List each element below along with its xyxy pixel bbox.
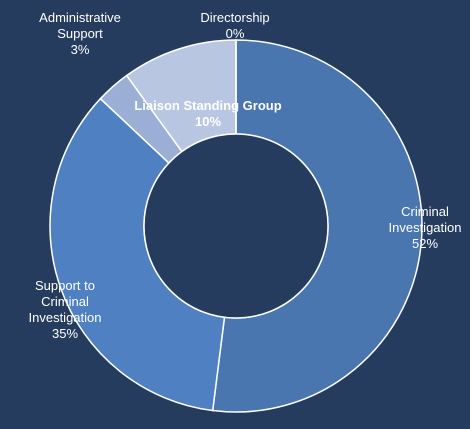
value-label: 10%	[194, 114, 222, 129]
category-label: Directorship	[200, 10, 270, 25]
category-label: Administrative Support	[39, 10, 121, 41]
value-label: 3%	[70, 42, 90, 57]
data-label: Support to Criminal Investigation 35%	[15, 278, 115, 342]
data-label: Liaison Standing Group 10%	[128, 98, 288, 130]
category-label: Criminal Investigation	[388, 204, 462, 235]
category-label: Liaison Standing Group	[134, 98, 282, 113]
category-label: Support to Criminal Investigation	[28, 278, 102, 325]
data-label: Criminal Investigation 52%	[380, 204, 470, 252]
donut-hole	[143, 133, 329, 319]
value-label: 0%	[225, 26, 245, 41]
data-label: Directorship 0%	[185, 10, 285, 42]
value-label: 35%	[51, 326, 79, 341]
value-label: 52%	[411, 236, 439, 251]
data-label: Administrative Support 3%	[25, 10, 135, 58]
